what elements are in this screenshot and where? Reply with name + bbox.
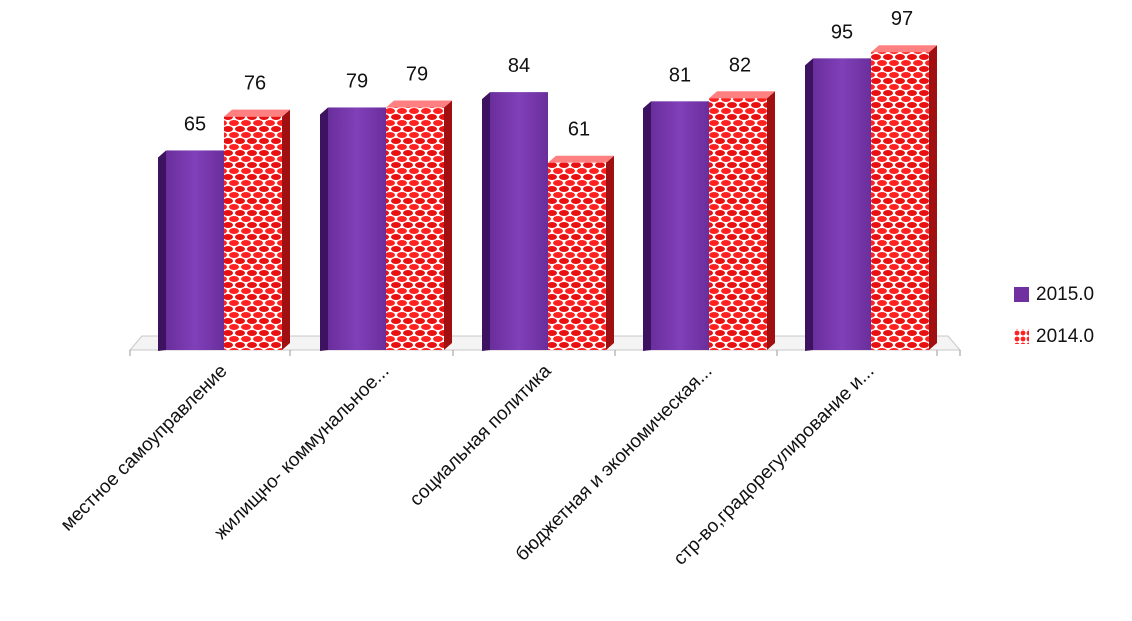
bar-front-face [166,150,224,350]
bar-top-face [386,100,452,108]
data-label: 79 [406,63,428,85]
bar-2014-1 [386,100,452,350]
bar-front-face [386,107,444,350]
bar-side-face [444,100,452,350]
bar-2015-0 [158,150,224,351]
bar-front-face [490,92,548,351]
data-label: 65 [184,113,206,135]
bar-side-face [643,101,651,351]
bar-side-face [158,150,166,351]
bar-2015-2 [482,92,548,352]
legend-swatch [1014,329,1029,344]
data-label: 84 [508,55,530,77]
bar-front-face [871,52,929,351]
data-label: 95 [831,21,853,43]
bar-side-face [482,92,490,352]
bar-2014-4 [871,45,937,351]
bars-group [158,45,937,352]
legend-label: 2014.0 [1036,326,1094,347]
bar-front-face [709,98,767,350]
data-labels-group: 65 76 79 79 84 61 81 82 95 97 [184,8,913,141]
legend-swatch [1014,287,1029,302]
data-label: 82 [729,54,751,76]
bar-front-face [224,116,282,351]
legend-label: 2015.0 [1036,284,1094,305]
bar-side-face [282,109,290,351]
bar-2015-3 [643,101,709,351]
bar-top-face [709,91,775,99]
category-label: жилищно- коммунальное... [211,361,394,544]
bar-side-face [805,58,813,351]
bar-front-face [813,58,871,350]
bar-front-face [548,162,606,350]
bar-2014-3 [709,91,775,350]
bar-side-face [767,91,775,350]
data-label: 76 [244,73,266,95]
bar-front-face [328,107,386,350]
bar-side-face [929,45,937,351]
data-label: 97 [891,8,913,30]
bar-top-face [871,45,937,53]
bar-side-face [606,155,614,350]
data-label: 81 [669,64,691,86]
bar-side-face [320,107,328,351]
category-label: стр-во,градорегулирование и... [670,361,879,570]
data-label: 79 [346,70,368,92]
legend: 2015.0 2014.0 [1014,284,1094,347]
bar-2015-4 [805,58,871,351]
category-label: бюджетная и экономическая... [512,361,717,566]
data-label: 61 [568,119,590,141]
bar-2015-1 [320,107,386,351]
bar-front-face [651,101,709,350]
category-label: местное самоуправление [57,361,232,536]
bar-2014-0 [224,109,290,351]
bar-2014-2 [548,155,614,350]
bar-top-face [224,109,290,117]
category-label: социальная политика [406,360,556,510]
bar-top-face [548,155,614,163]
